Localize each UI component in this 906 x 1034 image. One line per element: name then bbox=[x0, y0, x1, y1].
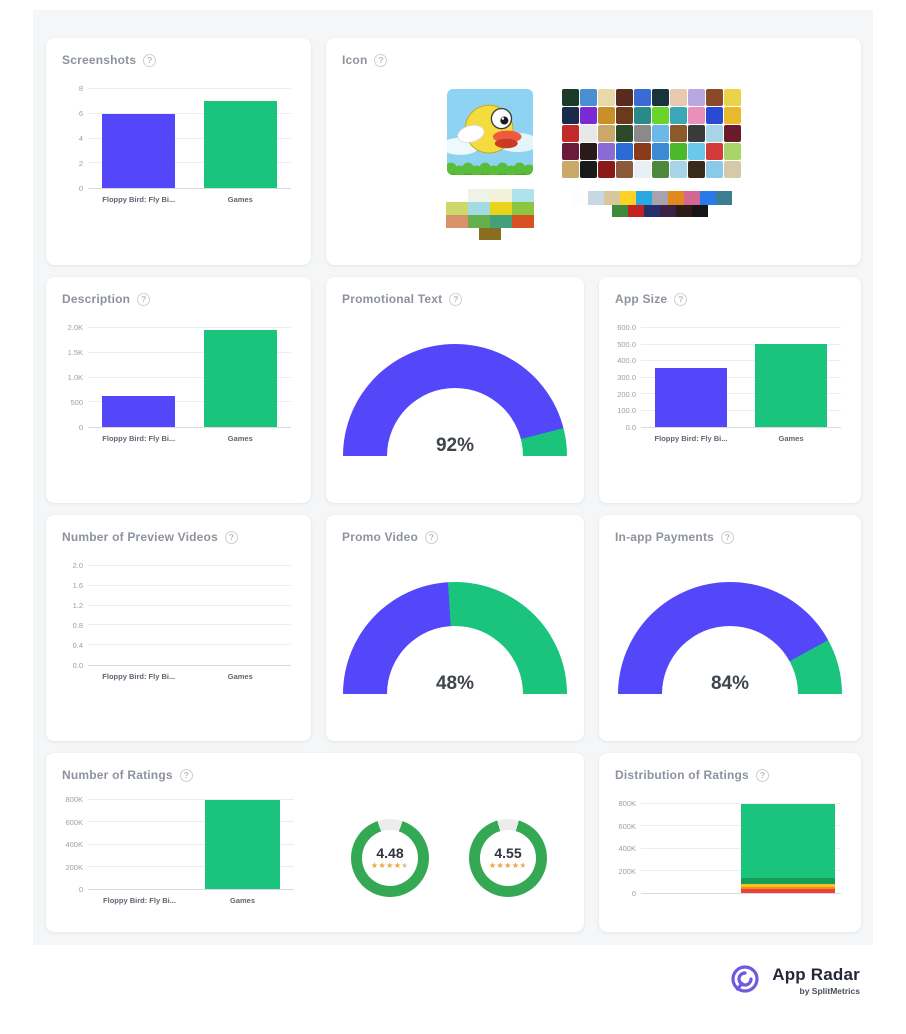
bar-app bbox=[102, 396, 176, 427]
bar-category bbox=[205, 800, 280, 889]
help-icon[interactable]: ? bbox=[721, 530, 735, 544]
promo-video-gauge: 48% bbox=[326, 582, 584, 694]
icon-comparison bbox=[326, 89, 861, 240]
card-number-of-ratings: Number of Ratings ? 800K 600K 400K 200K 0 Flo… bbox=[46, 753, 584, 932]
dashboard-page: Screenshots ? 8 6 4 2 0 Floppy Bird: Fly Bi..… bbox=[0, 10, 906, 1015]
flappy-bird-app-icon bbox=[447, 89, 533, 175]
card-description: Description ? 2.0K 1.5K 1.0K 500 0 Floppy Bir… bbox=[46, 277, 311, 503]
card-title: App Size bbox=[615, 292, 668, 306]
card-inapp-payments: In-app Payments ? 84% bbox=[599, 515, 861, 741]
card-promotional-text: Promotional Text ? 92% bbox=[326, 277, 584, 503]
category-icons-column bbox=[562, 89, 741, 217]
dashboard-grid: Screenshots ? 8 6 4 2 0 Floppy Bird: Fly Bi..… bbox=[33, 10, 873, 945]
card-header: Distribution of Ratings ? bbox=[599, 753, 861, 782]
card-title: Number of Preview Videos bbox=[62, 530, 218, 544]
average-rating-donuts: 4.48★★★★★★★★★★ 4.55★★★★★★★★★★ bbox=[314, 810, 584, 905]
card-header: In-app Payments ? bbox=[599, 515, 861, 544]
star-rating: ★★★★★★★★★★ bbox=[370, 860, 410, 870]
card-title: Description bbox=[62, 292, 131, 306]
stack-segment-4-star bbox=[741, 877, 835, 884]
promotional-text-gauge: 92% bbox=[326, 344, 584, 456]
logo-text: App Radar by SplitMetrics bbox=[772, 965, 860, 996]
bar-app bbox=[102, 113, 176, 188]
ratings-distribution-stacked-chart: 800K 600K 400K 200K 0 bbox=[599, 799, 861, 898]
card-header: Number of Preview Videos ? bbox=[46, 515, 311, 544]
stack-segment-1-star bbox=[741, 888, 835, 893]
app-size-bar-chart: 600.0 500.0 400.0 300.0 200.0 100.0 0.0 Floppy … bbox=[599, 323, 861, 443]
ratings-body: 800K 600K 400K 200K 0 Floppy Bird: Fly Bi... G… bbox=[46, 782, 584, 905]
card-title: Promotional Text bbox=[342, 292, 443, 306]
app-icon-column bbox=[446, 89, 534, 240]
card-header: Icon ? bbox=[326, 38, 861, 67]
card-header: App Size ? bbox=[599, 277, 861, 306]
help-icon[interactable]: ? bbox=[374, 53, 388, 67]
flappy-bird-illustration bbox=[447, 89, 533, 175]
category-color-palette bbox=[571, 191, 732, 217]
stack-segment-2-star bbox=[741, 886, 835, 889]
help-icon[interactable]: ? bbox=[449, 292, 463, 306]
preview-videos-bar-chart: 2.0 1.6 1.2 0.8 0.4 0.0 Floppy Bird: Fly Bi...… bbox=[46, 561, 311, 681]
card-icon: Icon ? bbox=[326, 38, 861, 265]
star-rating: ★★★★★★★★★★ bbox=[488, 860, 528, 870]
card-header: Promotional Text ? bbox=[326, 277, 584, 306]
help-icon[interactable]: ? bbox=[137, 292, 151, 306]
card-promo-video: Promo Video ? 48% bbox=[326, 515, 584, 741]
card-header: Promo Video ? bbox=[326, 515, 584, 544]
description-bar-chart: 2.0K 1.5K 1.0K 500 0 Floppy Bird: Fly Bi... Ga… bbox=[46, 323, 311, 443]
card-app-size: App Size ? 600.0 500.0 400.0 300.0 200.0 100.… bbox=[599, 277, 861, 503]
screenshots-bar-chart: 8 6 4 2 0 Floppy Bird: Fly Bi... Games bbox=[46, 84, 311, 204]
card-title: Screenshots bbox=[62, 53, 137, 67]
card-header: Number of Ratings ? bbox=[46, 753, 584, 782]
inapp-payments-gauge: 84% bbox=[599, 582, 861, 694]
card-preview-videos: Number of Preview Videos ? 2.0 1.6 1.2 0.8 0… bbox=[46, 515, 311, 741]
help-icon[interactable]: ? bbox=[143, 53, 157, 67]
stack-segment-5-star bbox=[741, 804, 835, 878]
card-distribution-of-ratings: Distribution of Ratings ? 800K 600K 400K 20… bbox=[599, 753, 861, 932]
category-icons-mosaic bbox=[562, 89, 741, 178]
help-icon[interactable]: ? bbox=[425, 530, 438, 544]
card-title: Icon bbox=[342, 53, 368, 67]
help-icon[interactable]: ? bbox=[755, 768, 769, 782]
bar-category bbox=[203, 101, 277, 188]
app-icon-color-palette bbox=[446, 189, 534, 228]
app-icon-palette-extra-swatch bbox=[479, 228, 501, 240]
card-screenshots: Screenshots ? 8 6 4 2 0 Floppy Bird: Fly Bi..… bbox=[46, 38, 311, 265]
help-icon[interactable]: ? bbox=[179, 768, 193, 782]
app-average-rating-donut: 4.48★★★★★★★★★★ bbox=[351, 818, 429, 897]
card-title: In-app Payments bbox=[615, 530, 715, 544]
stack-segment-3-star bbox=[741, 884, 835, 887]
logo-byline: by SplitMetrics bbox=[799, 985, 860, 996]
app-radar-logo-icon bbox=[731, 965, 759, 993]
card-title: Promo Video bbox=[342, 530, 418, 544]
logo-name: App Radar bbox=[772, 964, 860, 984]
card-header: Screenshots ? bbox=[46, 38, 311, 67]
card-header: Description ? bbox=[46, 277, 311, 306]
help-icon[interactable]: ? bbox=[224, 530, 238, 544]
card-title: Distribution of Ratings bbox=[615, 768, 749, 782]
category-average-rating-donut: 4.55 ★★★★★ ★★★★★ bbox=[469, 818, 547, 897]
footer: App Radar by SplitMetrics bbox=[0, 945, 906, 1015]
bar-category bbox=[755, 343, 827, 427]
bar-app bbox=[655, 367, 727, 427]
bar-category bbox=[203, 330, 277, 427]
help-icon[interactable]: ? bbox=[674, 292, 688, 306]
card-title: Number of Ratings bbox=[62, 768, 173, 782]
ratings-count-bar-chart: 800K 600K 400K 200K 0 Floppy Bird: Fly Bi... G… bbox=[46, 782, 314, 905]
